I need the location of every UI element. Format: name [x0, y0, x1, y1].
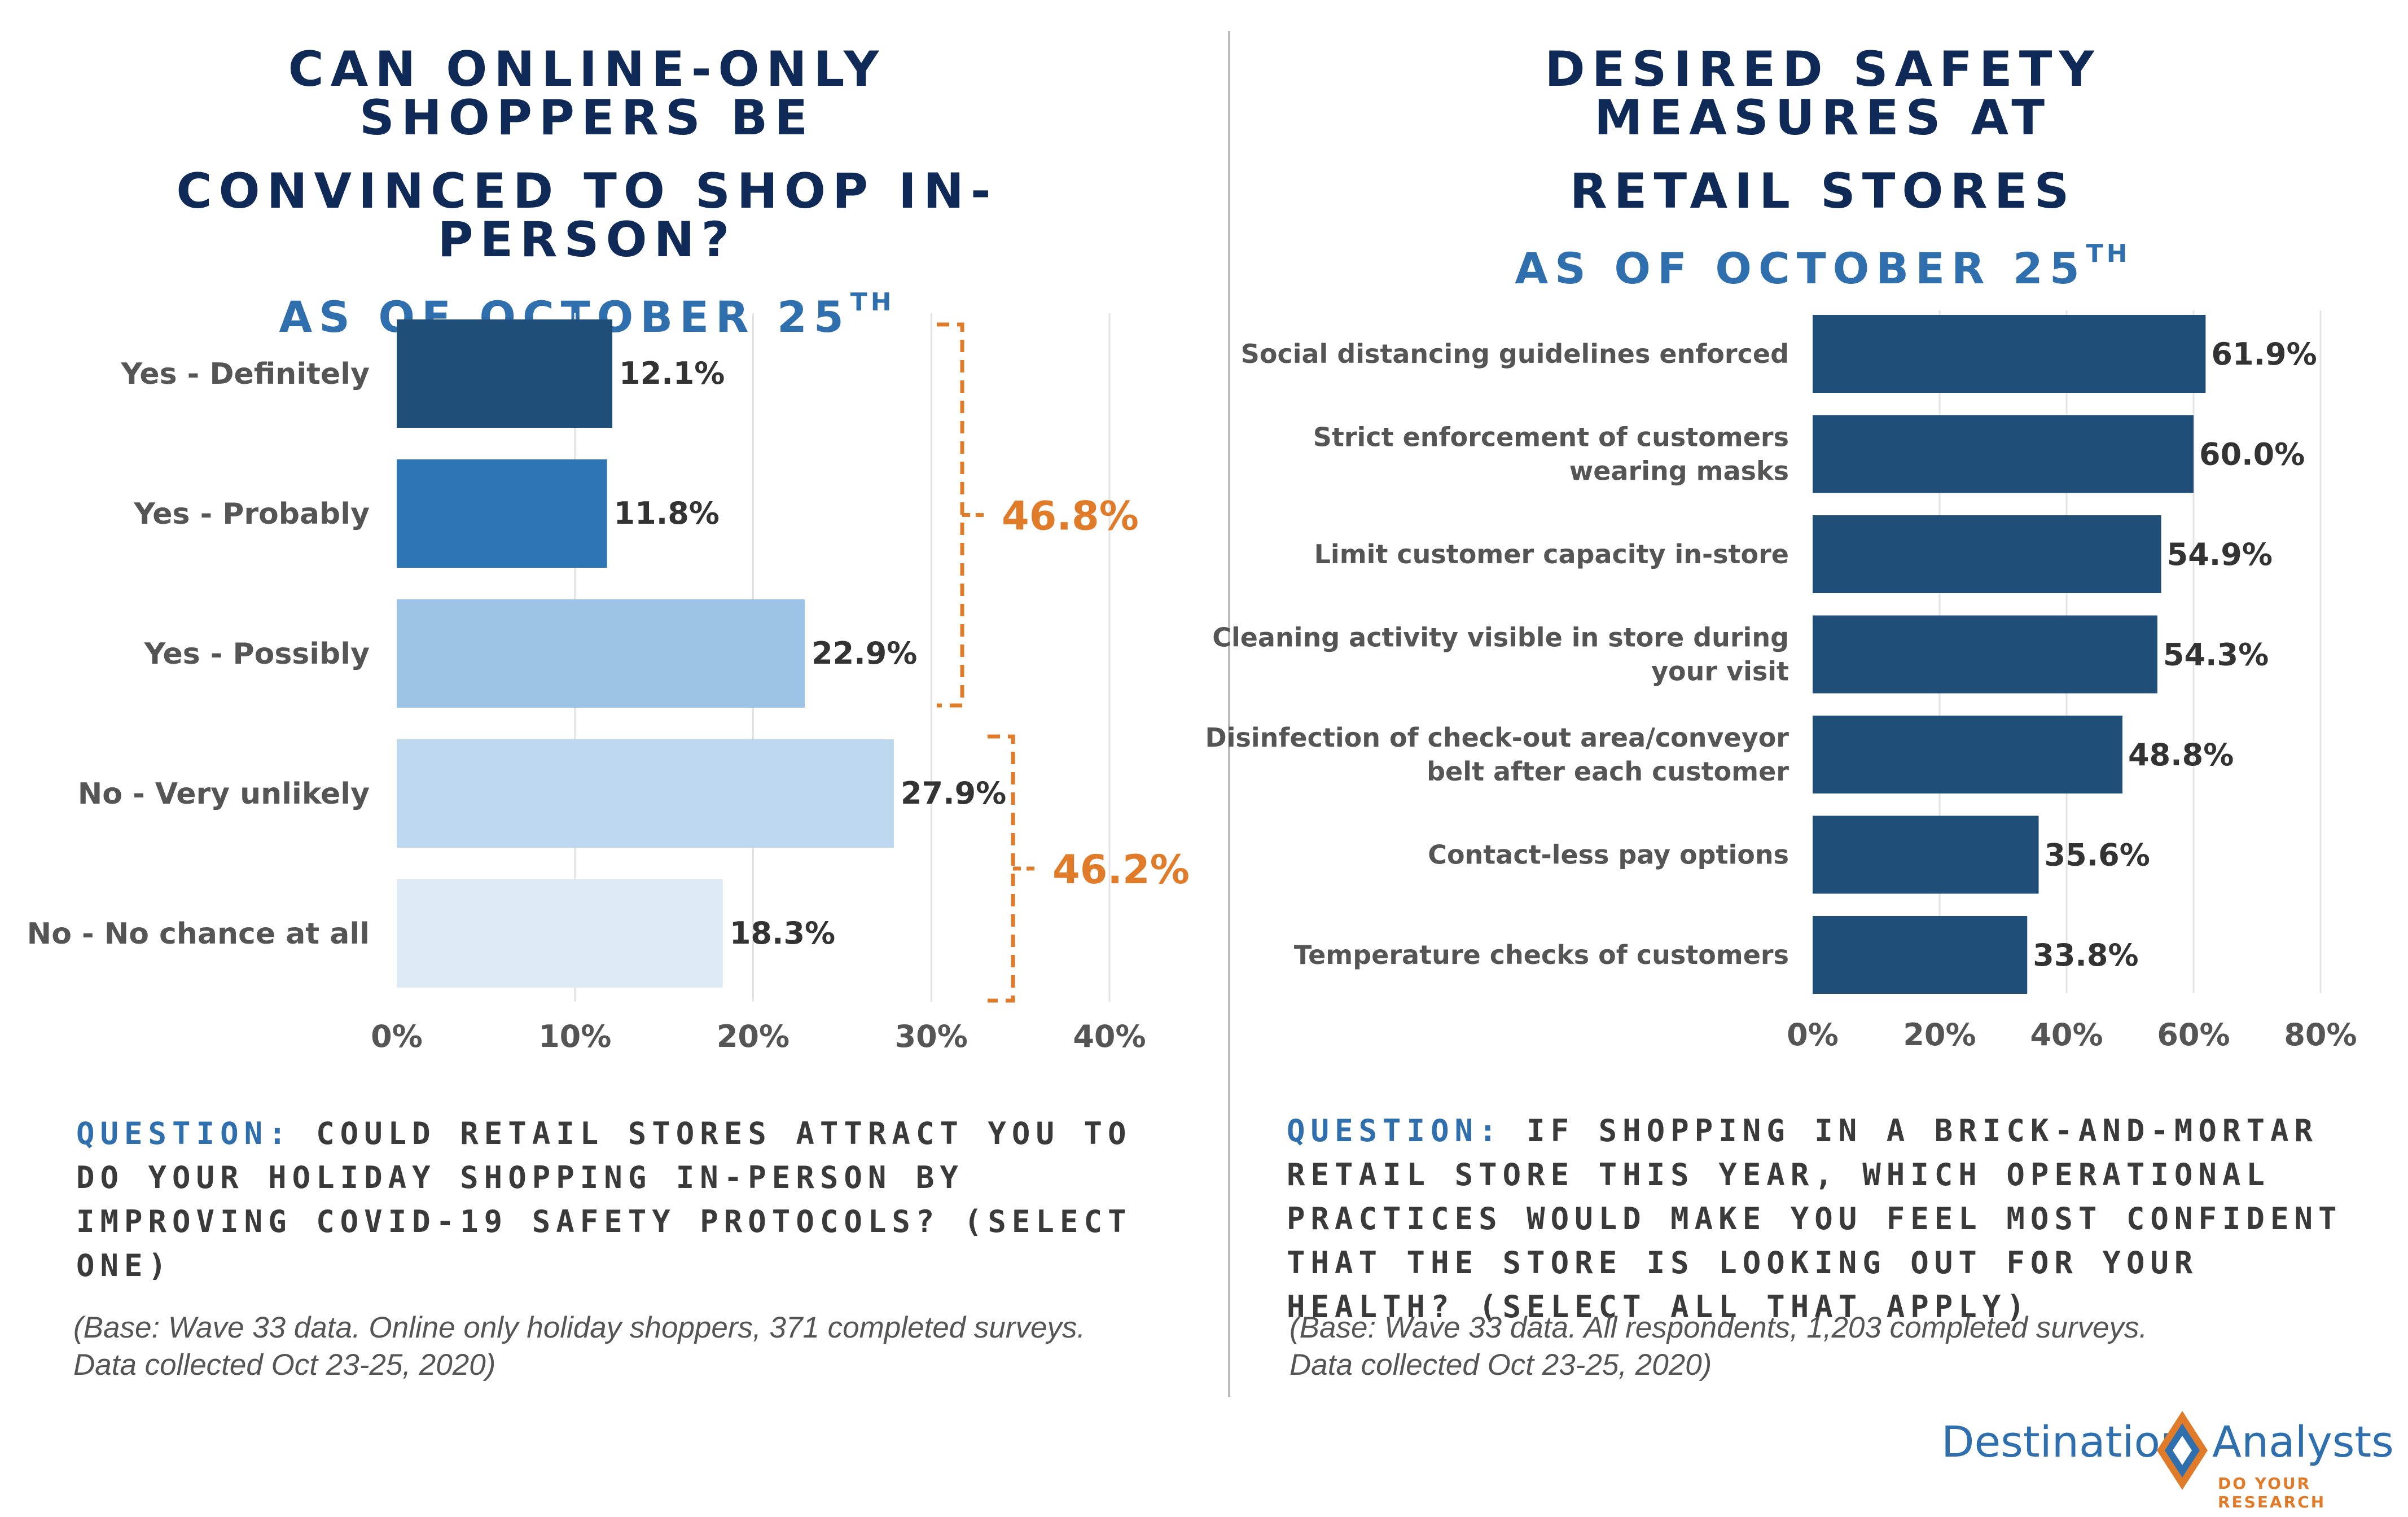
right-chart-title: DESIRED SAFETY MEASURES AT RETAIL STORES… — [1366, 45, 2280, 290]
panel-divider — [1228, 31, 1230, 1397]
value-label: 33.8% — [2033, 937, 2138, 973]
right-subtitle: AS OF OCTOBER 25TH — [1515, 239, 2131, 293]
left-title-line1: CAN ONLINE-ONLY SHOPPERS BE — [288, 41, 886, 146]
bar — [1813, 716, 2122, 793]
bracket-label-yes: 46.8% — [1002, 493, 1139, 540]
x-tick-label: 80% — [2284, 1017, 2357, 1053]
bar — [1813, 916, 2028, 994]
value-label: 18.3% — [730, 915, 835, 951]
logo-word-destination: Destination — [1941, 1417, 2188, 1467]
x-tick-label: 30% — [895, 1019, 968, 1054]
x-tick-label: 40% — [1073, 1019, 1146, 1054]
right-base-line2: Data collected Oct 23-25, 2020) — [1289, 1348, 1712, 1382]
right-question: QUESTION: IF SHOPPING IN A BRICK-AND-MOR… — [1287, 1109, 2370, 1329]
bar — [1813, 615, 2157, 694]
value-label: 54.9% — [2167, 537, 2273, 572]
left-question: QUESTION: COULD RETAIL STORES ATTRACT YO… — [76, 1112, 1182, 1288]
bar — [397, 319, 613, 428]
x-tick-label: 60% — [2157, 1017, 2230, 1053]
category-label: Yes - Definitely — [120, 357, 370, 391]
logo-word-analysts: Analysts — [2212, 1417, 2394, 1467]
right-title-line1: DESIRED SAFETY MEASURES AT — [1545, 41, 2101, 146]
bar — [397, 459, 607, 568]
bar — [1813, 315, 2206, 393]
bar — [397, 599, 805, 708]
category-label: Strict enforcement of customers wearing m… — [1313, 422, 1789, 486]
logo-tagline: DO YOUR RESEARCH — [2218, 1474, 2326, 1511]
category-label: No - Very unlikely — [78, 777, 370, 811]
category-label: Yes - Possibly — [144, 637, 370, 671]
right-base-note: (Base: Wave 33 data. All respondents, 1,… — [1289, 1309, 2362, 1384]
left-base-line2: Data collected Oct 23-25, 2020) — [73, 1348, 496, 1382]
left-base-line1: (Base: Wave 33 data. Online only holiday… — [73, 1311, 1086, 1344]
category-label: Yes - Probably — [133, 497, 370, 531]
left-bar-chart: 0% 10% 20% 30% 40% Yes - Definitely 12.1% Yes -… — [27, 313, 1190, 1054]
bar — [397, 879, 723, 988]
x-tick-label: 20% — [1903, 1017, 1976, 1053]
x-tick-label: 40% — [2030, 1017, 2103, 1053]
value-label: 22.9% — [812, 635, 917, 671]
value-label: 60.0% — [2199, 437, 2305, 472]
x-tick-label: 20% — [717, 1019, 789, 1054]
category-label: Disinfection of check-out area/conveyor b… — [1205, 722, 1789, 787]
right-base-line1: (Base: Wave 33 data. All respondents, 1,… — [1289, 1311, 2148, 1344]
left-question-label: QUESTION: — [76, 1116, 292, 1151]
category-label: Social distancing guidelines enforced — [1241, 339, 1789, 369]
bar — [1813, 515, 2161, 593]
value-label: 12.1% — [619, 356, 725, 391]
value-label: 27.9% — [901, 775, 1006, 811]
right-question-text: IF SHOPPING IN A BRICK-AND-MORTAR RETAIL… — [1287, 1113, 2343, 1325]
bar — [397, 739, 894, 848]
value-label: 48.8% — [2128, 737, 2234, 773]
right-bar-chart: 0% 20% 40% 60% 80% Social distancing guidelin… — [1205, 310, 2357, 1053]
bracket-line — [937, 322, 964, 708]
bracket-label-no: 46.2% — [1052, 847, 1190, 893]
category-label: Limit customer capacity in-store — [1314, 539, 1789, 569]
value-label: 54.3% — [2163, 637, 2269, 673]
diamond-logo-icon — [2157, 1411, 2208, 1490]
value-label: 35.6% — [2045, 838, 2150, 873]
left-base-note: (Base: Wave 33 data. Online only holiday… — [73, 1309, 1202, 1384]
left-title-line2: CONVINCED TO SHOP IN-PERSON? — [176, 163, 998, 268]
x-tick-label: 10% — [538, 1019, 611, 1054]
category-label: No - No chance at all — [27, 917, 370, 951]
category-label: Cleaning activity visible in store durin… — [1212, 622, 1789, 687]
x-tick-label: 0% — [371, 1019, 423, 1054]
bar — [1813, 816, 2039, 894]
category-label: Contact-less pay options — [1428, 840, 1789, 870]
x-tick-label: 0% — [1787, 1017, 1839, 1053]
bar — [1813, 415, 2194, 493]
value-label: 11.8% — [614, 496, 720, 531]
category-label: Temperature checks of customers — [1294, 940, 1789, 970]
left-question-text: COULD RETAIL STORES ATTRACT YOU TO DO YO… — [76, 1116, 1132, 1283]
destination-analysts-logo: Destination Analysts DO YOUR RESEARCH — [1941, 1411, 2394, 1511]
value-label: 61.9% — [2211, 336, 2317, 372]
right-title-line2: RETAIL STORES — [1569, 163, 2076, 220]
right-question-label: QUESTION: — [1287, 1113, 1503, 1148]
